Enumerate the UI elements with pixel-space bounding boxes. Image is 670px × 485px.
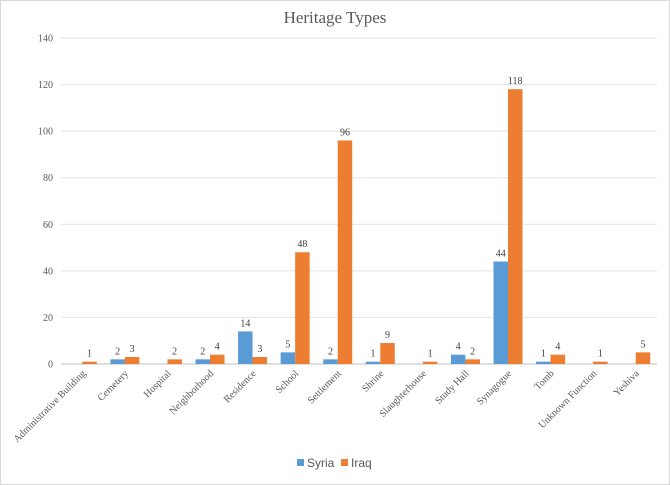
x-tick-label: Synagogue [475, 368, 515, 408]
data-label: 44 [496, 249, 506, 260]
bar-iraq [295, 252, 310, 364]
y-tick-label: 0 [48, 360, 53, 371]
bar-iraq [337, 140, 353, 364]
data-label: 118 [508, 76, 523, 87]
x-tick-label: Study Hall [433, 368, 471, 406]
bar-iraq [167, 359, 182, 364]
bar-syria [365, 361, 381, 364]
y-axis: 0 20 40 60 80 100 120 140 [38, 34, 53, 371]
gridlines [61, 37, 657, 365]
y-tick-label: 60 [43, 220, 53, 231]
x-axis: Administrative Building Cemetery HospitalN… [12, 368, 643, 445]
bar-iraq [635, 352, 651, 364]
data-label: 4 [456, 342, 461, 353]
bar-iraq [124, 357, 140, 364]
data-label: 1 [428, 349, 433, 360]
data-label: 2 [115, 346, 120, 357]
x-tick-label: Neighborhood [167, 368, 216, 417]
data-label: 1 [541, 349, 546, 360]
data-label: 2 [200, 346, 205, 357]
x-tick-label: Shrine [360, 368, 387, 395]
x-tick-label: Residence [222, 368, 259, 405]
x-tick-label: Settlement [306, 368, 344, 406]
data-label: 5 [640, 339, 645, 350]
data-label: 1 [598, 349, 603, 360]
bar-syria [450, 354, 466, 364]
bar-iraq [82, 361, 97, 364]
bar-syria [493, 261, 508, 364]
y-tick-label: 80 [43, 173, 53, 184]
data-label: 5 [285, 339, 290, 350]
bar-iraq [380, 343, 395, 364]
bar-iraq [465, 359, 480, 364]
bar-syria [280, 352, 296, 364]
legend-label-iraq: Iraq [351, 456, 372, 470]
y-tick-label: 100 [38, 127, 53, 138]
x-tick-label: Tomb [533, 368, 557, 392]
legend-label-syria: Syria [307, 456, 335, 470]
y-tick-label: 120 [38, 80, 53, 91]
data-label: 2 [172, 346, 177, 357]
bar-syria [323, 359, 338, 364]
legend: Syria Iraq [297, 456, 372, 470]
legend-swatch-syria [297, 459, 304, 466]
bar-syria [238, 331, 253, 364]
x-tick-label: Cemetery [96, 368, 131, 403]
bar-syria [195, 359, 210, 364]
y-tick-label: 40 [43, 266, 53, 277]
bar-iraq [252, 357, 268, 364]
bar-iraq [422, 361, 438, 364]
data-label: 2 [328, 346, 333, 357]
data-label: 14 [240, 318, 250, 329]
bar-iraq [508, 89, 523, 364]
x-tick-label: Administrative Building [12, 368, 89, 445]
x-tick-label: Yeshiva [612, 368, 643, 399]
y-tick-label: 20 [43, 313, 53, 324]
data-label: 3 [130, 344, 135, 355]
data-label: 1 [87, 349, 92, 360]
data-label: 96 [340, 127, 350, 138]
data-label: 3 [257, 344, 262, 355]
x-tick-label: Hospital [142, 368, 174, 400]
data-label: 2 [470, 346, 475, 357]
x-tick-label: School [274, 368, 302, 396]
data-label: 1 [371, 349, 376, 360]
bar-iraq [593, 361, 608, 364]
bar-iraq [550, 354, 566, 364]
data-label: 4 [215, 342, 220, 353]
bar-syria [536, 361, 551, 364]
data-label: 48 [297, 239, 307, 250]
bar-iraq [210, 354, 225, 364]
data-label: 9 [385, 330, 390, 341]
chart-title: Heritage Types [284, 8, 387, 27]
data-label: 4 [555, 342, 560, 353]
y-tick-label: 140 [38, 34, 53, 45]
bar-syria [110, 359, 125, 364]
legend-swatch-iraq [341, 459, 348, 466]
